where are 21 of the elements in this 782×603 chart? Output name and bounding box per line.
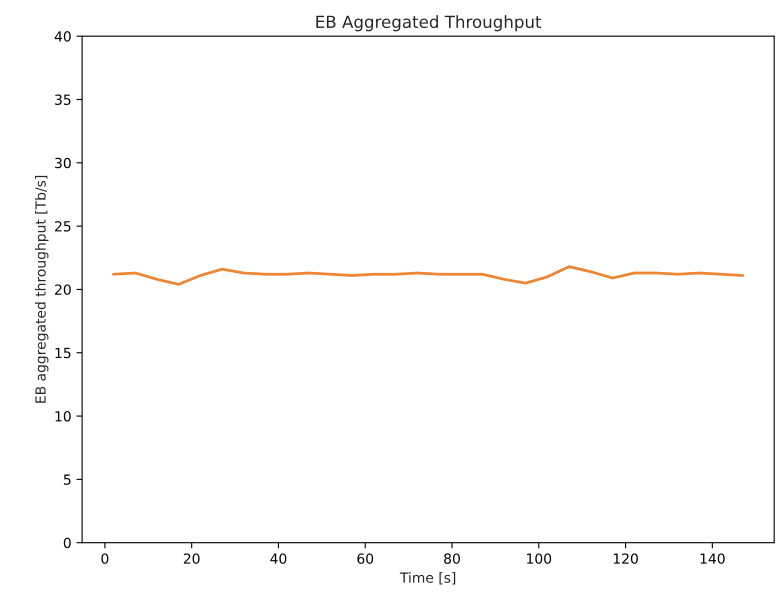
x-tick-label: 0 bbox=[101, 553, 108, 564]
chart-title: EB Aggregated Throughput bbox=[316, 15, 542, 32]
y-tick-label: 15 bbox=[56, 348, 70, 358]
x-tick-label: 40 bbox=[270, 553, 286, 564]
x-tick-label: 20 bbox=[184, 553, 200, 564]
x-tick-label: 120 bbox=[614, 553, 638, 564]
y-tick-label: 20 bbox=[55, 284, 71, 295]
y-tick-label: 25 bbox=[55, 221, 70, 232]
line-series bbox=[112, 265, 744, 286]
x-tick-label: 100 bbox=[527, 553, 552, 564]
x-axis-title: Time [s] bbox=[400, 572, 456, 584]
x-tick-label: 140 bbox=[700, 553, 725, 564]
y-tick-label: 40 bbox=[54, 31, 71, 42]
y-axis-title: EB aggregated throughput [Tb/s] bbox=[35, 176, 48, 403]
y-tick-label: 0 bbox=[64, 538, 71, 548]
y-tick-label: 5 bbox=[64, 474, 70, 485]
x-tick-label: 80 bbox=[444, 553, 460, 564]
y-tick-label: 30 bbox=[55, 158, 71, 168]
y-tick-label: 10 bbox=[56, 411, 71, 422]
y-tick-label: 35 bbox=[55, 94, 70, 105]
x-tick-label: 60 bbox=[357, 553, 374, 564]
